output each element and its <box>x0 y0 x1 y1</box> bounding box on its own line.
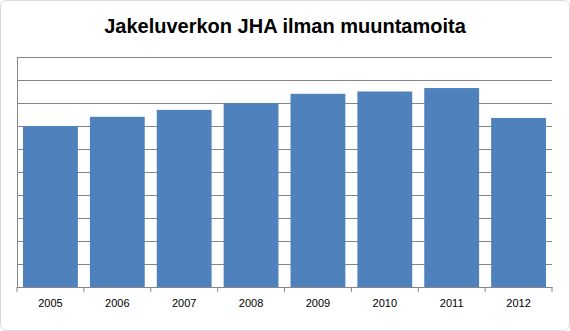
bar <box>291 94 346 287</box>
chart: Jakeluverkon JHA ilman muuntamoita200520… <box>0 0 570 331</box>
x-separator <box>485 287 486 292</box>
bar <box>224 103 279 287</box>
grid <box>17 58 552 288</box>
x-tick: 2006 <box>105 287 129 309</box>
bar <box>424 88 479 287</box>
x-tick-label: 2005 <box>38 297 62 309</box>
x-tick: 2008 <box>239 287 263 309</box>
x-tick-label: 2012 <box>506 297 530 309</box>
grid-line <box>17 57 552 58</box>
bar <box>357 92 412 288</box>
chart-border <box>1 1 570 331</box>
bars <box>23 88 546 287</box>
x-axis: 2005 2006 2007 2008 2009 2010 2011 2012 <box>17 287 553 309</box>
x-tick: 2009 <box>306 287 330 309</box>
x-tick-label: 2008 <box>239 297 263 309</box>
x-tick-label: 2009 <box>306 297 330 309</box>
bar <box>157 110 212 287</box>
x-separators <box>17 287 552 292</box>
x-tick: 2005 <box>38 287 62 309</box>
x-separator <box>552 287 553 292</box>
x-tick: 2010 <box>373 287 397 309</box>
x-tick: 2012 <box>506 287 530 309</box>
y-axis-line <box>17 58 18 288</box>
x-tick: 2011 <box>440 287 464 309</box>
plot: 2005 2006 2007 2008 2009 2010 2011 2012 <box>17 58 553 309</box>
x-separator <box>83 287 84 292</box>
bar <box>23 126 78 287</box>
x-tick: 2007 <box>172 287 196 309</box>
bar <box>491 118 546 287</box>
x-separator <box>418 287 419 292</box>
bar <box>90 117 145 287</box>
title: Jakeluverkon JHA ilman muuntamoita <box>104 15 466 37</box>
x-tick-label: 2011 <box>440 297 464 309</box>
y-axis <box>17 58 19 288</box>
x-tick-label: 2007 <box>172 297 196 309</box>
x-tick-label: 2010 <box>373 297 397 309</box>
x-tick-label: 2006 <box>105 297 129 309</box>
x-separator <box>284 287 285 292</box>
x-separator <box>17 287 18 292</box>
x-separator <box>351 287 352 292</box>
grid-line <box>17 80 552 81</box>
x-separator <box>217 287 218 292</box>
x-separator <box>150 287 151 292</box>
